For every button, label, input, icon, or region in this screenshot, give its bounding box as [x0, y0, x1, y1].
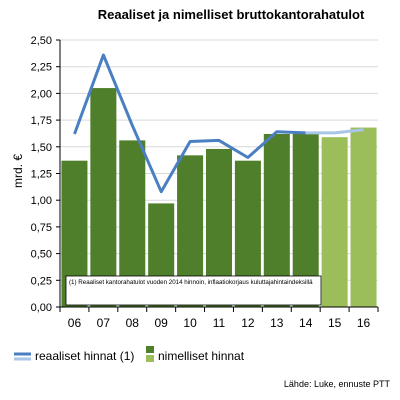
x-tick-label: 14: [299, 316, 313, 330]
bars: [61, 88, 377, 308]
x-axis-ticks: 06 07 08 09 10 11 12 13 14 15 16: [59, 307, 379, 330]
legend-swatch-bar: [146, 346, 154, 353]
bar: [321, 137, 348, 307]
x-tick-label: 07: [97, 316, 111, 330]
bar: [350, 127, 377, 308]
legend-label-line: reaaliset hinnat (1): [35, 349, 134, 363]
y-axis-ticks: 0,00 0,25 0,50 0,75 1,00 1,25 1,50 1,75 2,00 2,25…: [31, 35, 60, 314]
y-tick-label: 0,00: [31, 302, 52, 314]
line-series-actual: [73, 53, 306, 194]
x-tick-label: 16: [357, 316, 371, 330]
x-tick-label: 06: [68, 316, 82, 330]
y-tick-label: 1,00: [31, 195, 52, 207]
y-tick-label: 1,75: [31, 115, 52, 127]
y-tick-label: 0,75: [31, 222, 52, 234]
bar: [90, 88, 117, 307]
x-tick-label: 13: [270, 316, 284, 330]
legend-label-bar: nimelliset hinnat: [158, 349, 245, 363]
legend: reaaliset hinnat (1) nimelliset hinnat: [14, 346, 245, 363]
chart-title: Reaaliset ja nimelliset bruttokantorahat…: [98, 7, 365, 22]
y-tick-label: 0,25: [31, 275, 52, 287]
y-tick-label: 2,00: [31, 88, 52, 100]
y-tick-label: 2,25: [31, 62, 52, 74]
y-tick-label: 1,50: [31, 142, 52, 154]
y-tick-label: 2,50: [31, 35, 52, 47]
x-tick-label: 11: [213, 316, 226, 330]
x-tick-label: 15: [328, 316, 342, 330]
line-series: [73, 53, 364, 194]
annotation-text: (1) Reaaliset kantorahatulot vuoden 2014…: [69, 279, 313, 286]
line-series-forecast: [305, 128, 364, 135]
x-tick-label: 09: [155, 316, 169, 330]
y-axis-label: mrd. €: [11, 154, 25, 188]
legend-swatch-bar-forecast: [146, 355, 154, 362]
x-tick-label: 12: [241, 316, 255, 330]
y-tick-label: 0,50: [31, 249, 52, 261]
x-tick-label: 08: [126, 316, 140, 330]
x-tick-label: 10: [183, 316, 197, 330]
source-note: Lähde: Luke, ennuste PTT: [284, 379, 391, 389]
y-tick-label: 1,25: [31, 169, 52, 181]
annotation-box: (1) Reaaliset kantorahatulot vuoden 2014…: [65, 275, 322, 306]
